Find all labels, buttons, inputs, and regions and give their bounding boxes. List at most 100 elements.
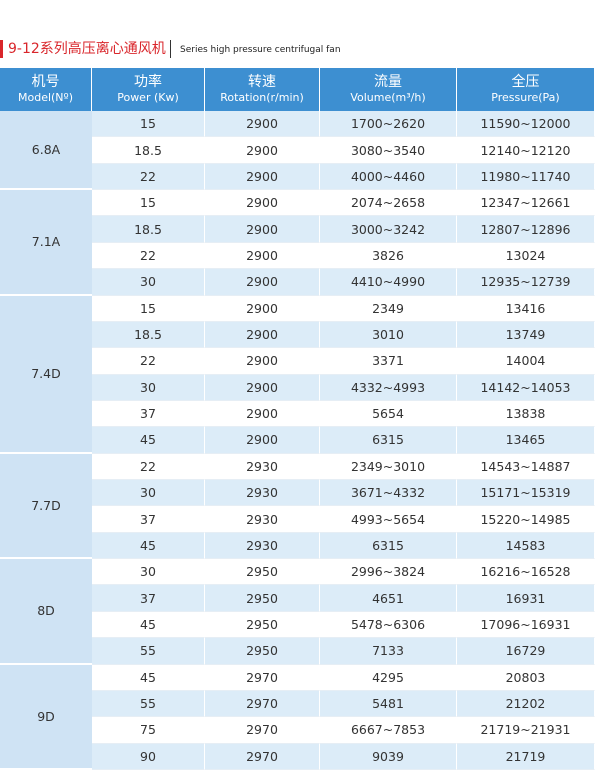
data-cell: 2900 [205, 111, 320, 138]
header-zh: 全压 [511, 73, 540, 90]
data-cell: 4651 [320, 585, 457, 612]
data-cell: 6667~7853 [320, 717, 457, 744]
data-cell: 2900 [205, 269, 320, 296]
data-cell: 2996~3824 [320, 559, 457, 586]
data-cell: 3080~3540 [320, 137, 457, 164]
model-cell: 9D [0, 664, 92, 770]
header-en: Pressure(Pa) [491, 90, 560, 104]
data-cell: 15 [92, 295, 205, 322]
data-cell: 5654 [320, 400, 457, 428]
data-cell: 15 [92, 190, 205, 217]
data-cell: 37 [92, 400, 205, 428]
data-cell: 45 [92, 532, 205, 560]
header-cell: 功率 Power (Kw) [92, 68, 205, 111]
data-cell: 2930 [205, 480, 320, 507]
data-cell: 16729 [457, 638, 595, 665]
data-cell: 9039 [320, 743, 457, 770]
data-cell: 6315 [320, 532, 457, 560]
data-cell: 2900 [205, 295, 320, 322]
data-cell: 22 [92, 348, 205, 375]
data-cell: 45 [92, 427, 205, 454]
data-cell: 5481 [320, 690, 457, 718]
data-cell: 45 [92, 611, 205, 639]
data-cell: 21719~21931 [457, 717, 595, 744]
data-cell: 15 [92, 111, 205, 138]
model-cell: 8D [0, 559, 92, 665]
header-cell: 流量 Volume(m³/h) [320, 68, 457, 111]
data-cell: 2900 [205, 242, 320, 270]
data-cell: 13465 [457, 427, 595, 454]
model-cell: 7.7D [0, 453, 92, 560]
data-cell: 2900 [205, 216, 320, 243]
data-cell: 3010 [320, 321, 457, 349]
data-cell: 2930 [205, 506, 320, 533]
title-bar [0, 40, 3, 58]
data-cell: 37 [92, 506, 205, 533]
data-cell: 2900 [205, 190, 320, 217]
data-cell: 1700~2620 [320, 111, 457, 138]
data-cell: 2900 [205, 137, 320, 164]
data-cell: 90 [92, 743, 205, 770]
data-cell: 2349 [320, 295, 457, 322]
header-cell: 转速 Rotation(r/min) [205, 68, 320, 111]
data-cell: 2900 [205, 400, 320, 428]
data-cell: 3371 [320, 348, 457, 375]
data-cell: 2970 [205, 664, 320, 691]
data-cell: 13416 [457, 295, 595, 322]
data-cell: 14583 [457, 532, 595, 560]
data-cell: 2900 [205, 348, 320, 375]
data-cell: 13838 [457, 400, 595, 428]
header-zh: 功率 [134, 73, 162, 90]
data-cell: 14004 [457, 348, 595, 375]
data-cell: 11980~11740 [457, 163, 595, 191]
data-cell: 20803 [457, 664, 595, 691]
data-cell: 2950 [205, 611, 320, 639]
header-en: Volume(m³/h) [350, 90, 426, 104]
data-cell: 2930 [205, 532, 320, 560]
data-cell: 13024 [457, 242, 595, 270]
data-cell: 12935~12739 [457, 269, 595, 296]
data-cell: 75 [92, 717, 205, 744]
data-cell: 45 [92, 664, 205, 691]
data-cell: 6315 [320, 427, 457, 454]
data-cell: 2950 [205, 559, 320, 586]
data-cell: 2930 [205, 453, 320, 481]
title-sep [170, 40, 171, 58]
data-cell: 18.5 [92, 321, 205, 349]
title-zh: 9-12系列高压离心通风机 [8, 41, 166, 57]
data-cell: 21719 [457, 743, 595, 770]
data-cell: 30 [92, 559, 205, 586]
data-cell: 16931 [457, 585, 595, 612]
data-cell: 17096~16931 [457, 611, 595, 639]
data-cell: 7133 [320, 638, 457, 665]
data-cell: 22 [92, 163, 205, 191]
header-zh: 流量 [374, 73, 402, 90]
header-en: Model(Nº) [17, 90, 74, 104]
data-cell: 22 [92, 453, 205, 481]
data-cell: 18.5 [92, 216, 205, 243]
title-en: Series high pressure centrifugal fan [180, 45, 341, 55]
data-cell: 11590~12000 [457, 111, 595, 138]
data-cell: 55 [92, 638, 205, 665]
header-en: Power (Kw) [117, 90, 179, 104]
data-cell: 3671~4332 [320, 480, 457, 507]
data-cell: 2900 [205, 374, 320, 401]
data-cell: 4993~5654 [320, 506, 457, 533]
data-cell: 2970 [205, 717, 320, 744]
data-cell: 14142~14053 [457, 374, 595, 401]
data-cell: 4332~4993 [320, 374, 457, 401]
header-en: Rotation(r/min) [220, 90, 304, 104]
data-cell: 30 [92, 480, 205, 507]
data-cell: 2950 [205, 638, 320, 665]
data-cell: 2349~3010 [320, 453, 457, 481]
data-cell: 2900 [205, 163, 320, 191]
data-cell: 5478~6306 [320, 611, 457, 639]
data-cell: 12140~12120 [457, 137, 595, 164]
data-cell: 2900 [205, 321, 320, 349]
model-cell: 7.1A [0, 190, 92, 296]
data-cell: 12347~12661 [457, 190, 595, 217]
data-cell: 12807~12896 [457, 216, 595, 243]
model-cell: 6.8A [0, 111, 92, 191]
data-cell: 2074~2658 [320, 190, 457, 217]
